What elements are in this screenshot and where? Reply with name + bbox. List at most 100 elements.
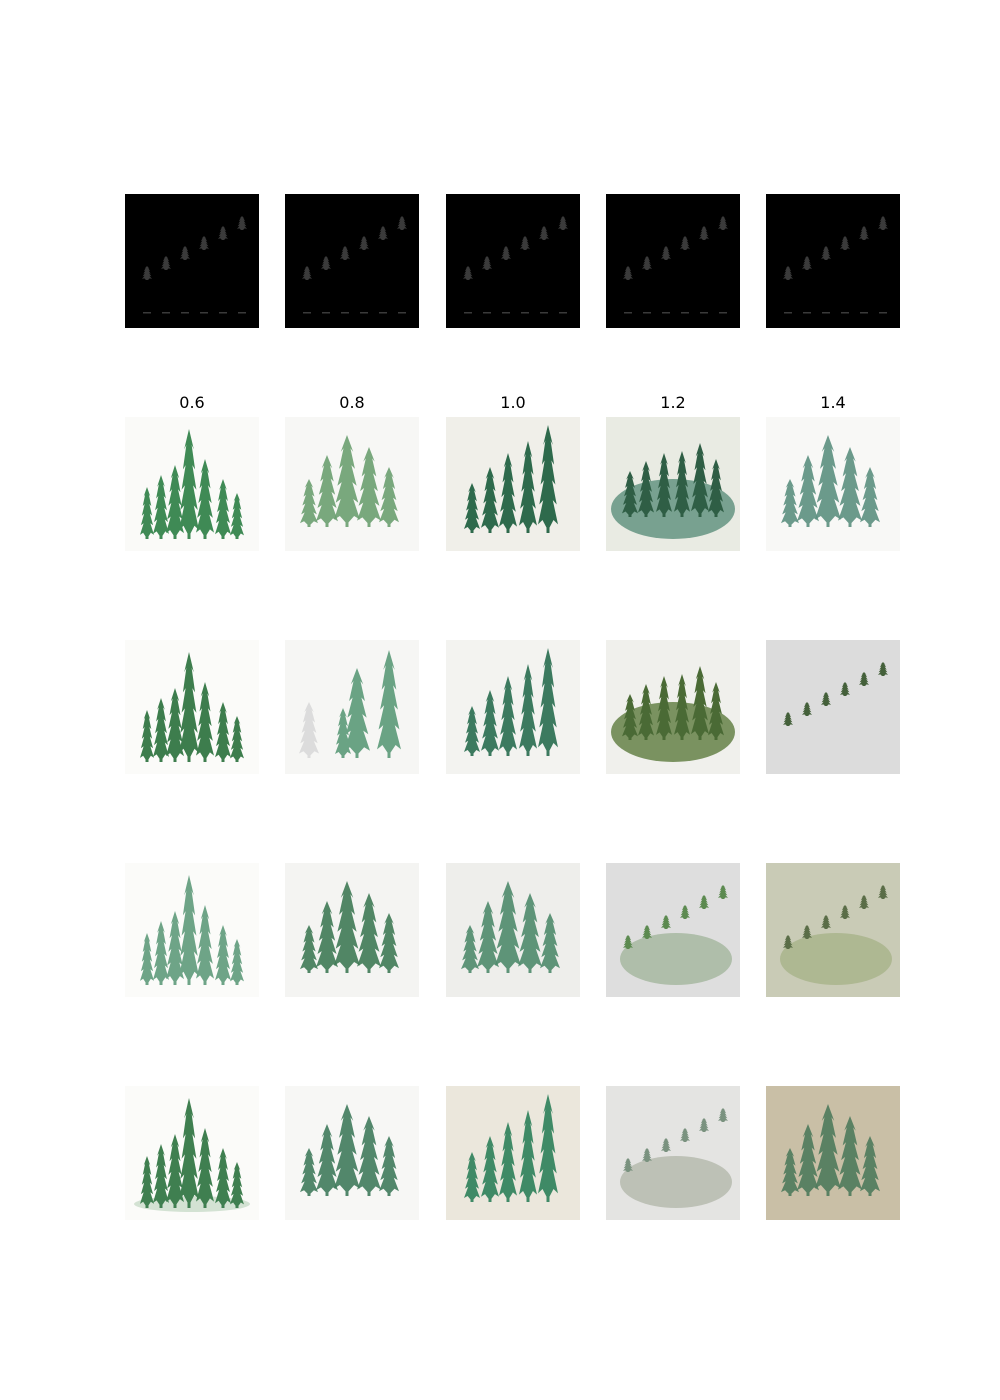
control-image-1-4: [606, 194, 740, 328]
pine-tree-icon: [519, 1110, 537, 1202]
pine-tree-icon: [379, 467, 399, 527]
pine-tree-icon: [691, 443, 709, 517]
column-label-2: 0.8: [339, 393, 365, 412]
pine-tree-icon: [166, 465, 184, 539]
pine-tree-icon: [838, 1116, 862, 1196]
pine-tree-icon: [840, 682, 850, 696]
pine-tree-icon: [482, 256, 492, 270]
image-canvas: [125, 194, 259, 328]
pine-tree-icon: [230, 493, 244, 539]
image-canvas: [285, 194, 419, 328]
image-canvas: [125, 417, 259, 551]
pine-tree-icon: [334, 1104, 360, 1196]
ground-mark: [803, 312, 811, 314]
sample-image-5-3: [446, 1086, 580, 1220]
pine-tree-icon: [166, 911, 184, 985]
pine-tree-icon: [674, 674, 690, 740]
image-canvas: [766, 417, 900, 551]
pine-tree-icon: [230, 939, 244, 985]
ground-mark: [662, 312, 670, 314]
pine-tree-icon: [230, 716, 244, 762]
pine-tree-icon: [300, 479, 318, 527]
pine-tree-icon: [340, 246, 350, 260]
pine-tree-icon: [316, 901, 338, 973]
ground-mark: [822, 312, 830, 314]
pine-tree-icon: [781, 1148, 799, 1196]
image-canvas: [606, 194, 740, 328]
image-canvas: [606, 863, 740, 997]
pine-tree-icon: [840, 236, 850, 250]
ground-mark: [559, 312, 567, 314]
control-image-1-2: [285, 194, 419, 328]
sample-image-2-4: [606, 417, 740, 551]
pine-tree-icon: [215, 925, 231, 985]
pine-tree-icon: [797, 455, 819, 527]
ground-mark: [784, 312, 792, 314]
pine-tree-icon: [196, 1128, 214, 1208]
pine-tree-icon: [357, 1116, 381, 1196]
pine-tree-icon: [878, 662, 888, 676]
pine-tree-icon: [300, 925, 318, 973]
pine-tree-icon: [379, 913, 399, 973]
pine-tree-icon: [334, 435, 360, 527]
pine-tree-icon: [656, 453, 672, 517]
pine-tree-icon: [642, 256, 652, 270]
image-canvas: [446, 1086, 580, 1220]
pine-tree-icon: [623, 1158, 633, 1172]
pine-tree-icon: [821, 692, 831, 706]
pine-tree-icon: [463, 266, 473, 280]
pine-tree-icon: [680, 905, 690, 919]
pine-tree-icon: [821, 915, 831, 929]
watercolor-wash: [620, 933, 732, 985]
sample-image-2-2: [285, 417, 419, 551]
image-canvas: [606, 640, 740, 774]
pine-tree-icon: [859, 226, 869, 240]
sample-image-4-2: [285, 863, 419, 997]
control-image-1-3: [446, 194, 580, 328]
pine-tree-icon: [699, 1118, 709, 1132]
pine-tree-icon: [519, 664, 537, 756]
pine-tree-icon: [499, 676, 517, 756]
image-background: [446, 194, 580, 328]
pine-tree-icon: [638, 461, 654, 517]
pine-tree-icon: [781, 479, 799, 527]
ground-mark: [643, 312, 651, 314]
image-canvas: [125, 1086, 259, 1220]
sample-image-2-3: [446, 417, 580, 551]
image-background: [606, 194, 740, 328]
ground-mark: [502, 312, 510, 314]
pine-tree-icon: [539, 226, 549, 240]
ground-mark: [238, 312, 246, 314]
pine-tree-icon: [680, 1128, 690, 1142]
pine-tree-icon: [815, 1104, 841, 1196]
pine-tree-icon: [699, 895, 709, 909]
sample-image-2-1: [125, 417, 259, 551]
pine-tree-icon: [499, 453, 517, 533]
control-image-1-1: [125, 194, 259, 328]
ground-mark: [143, 312, 151, 314]
pine-tree-icon: [199, 236, 209, 250]
column-label-5: 1.4: [820, 393, 846, 412]
pine-tree-icon: [397, 216, 407, 230]
column-label-1: 0.6: [179, 393, 205, 412]
pine-tree-icon: [316, 1124, 338, 1196]
pine-tree-icon: [334, 881, 360, 973]
pine-tree-icon: [878, 885, 888, 899]
pine-tree-icon: [378, 226, 388, 240]
image-background: [766, 194, 900, 328]
ground-mark: [162, 312, 170, 314]
pine-tree-icon: [783, 935, 793, 949]
pine-tree-icon: [461, 925, 479, 973]
pine-tree-icon: [230, 1162, 244, 1208]
pine-tree-icon: [140, 487, 154, 539]
pine-tree-icon: [179, 429, 199, 539]
pine-tree-icon: [802, 925, 812, 939]
image-background: [125, 194, 259, 328]
sample-image-3-3: [446, 640, 580, 774]
pine-tree-icon: [218, 226, 228, 240]
ground-mark: [540, 312, 548, 314]
pine-tree-icon: [674, 451, 690, 517]
image-canvas: [125, 863, 259, 997]
ground-mark: [719, 312, 727, 314]
sample-image-5-5: [766, 1086, 900, 1220]
